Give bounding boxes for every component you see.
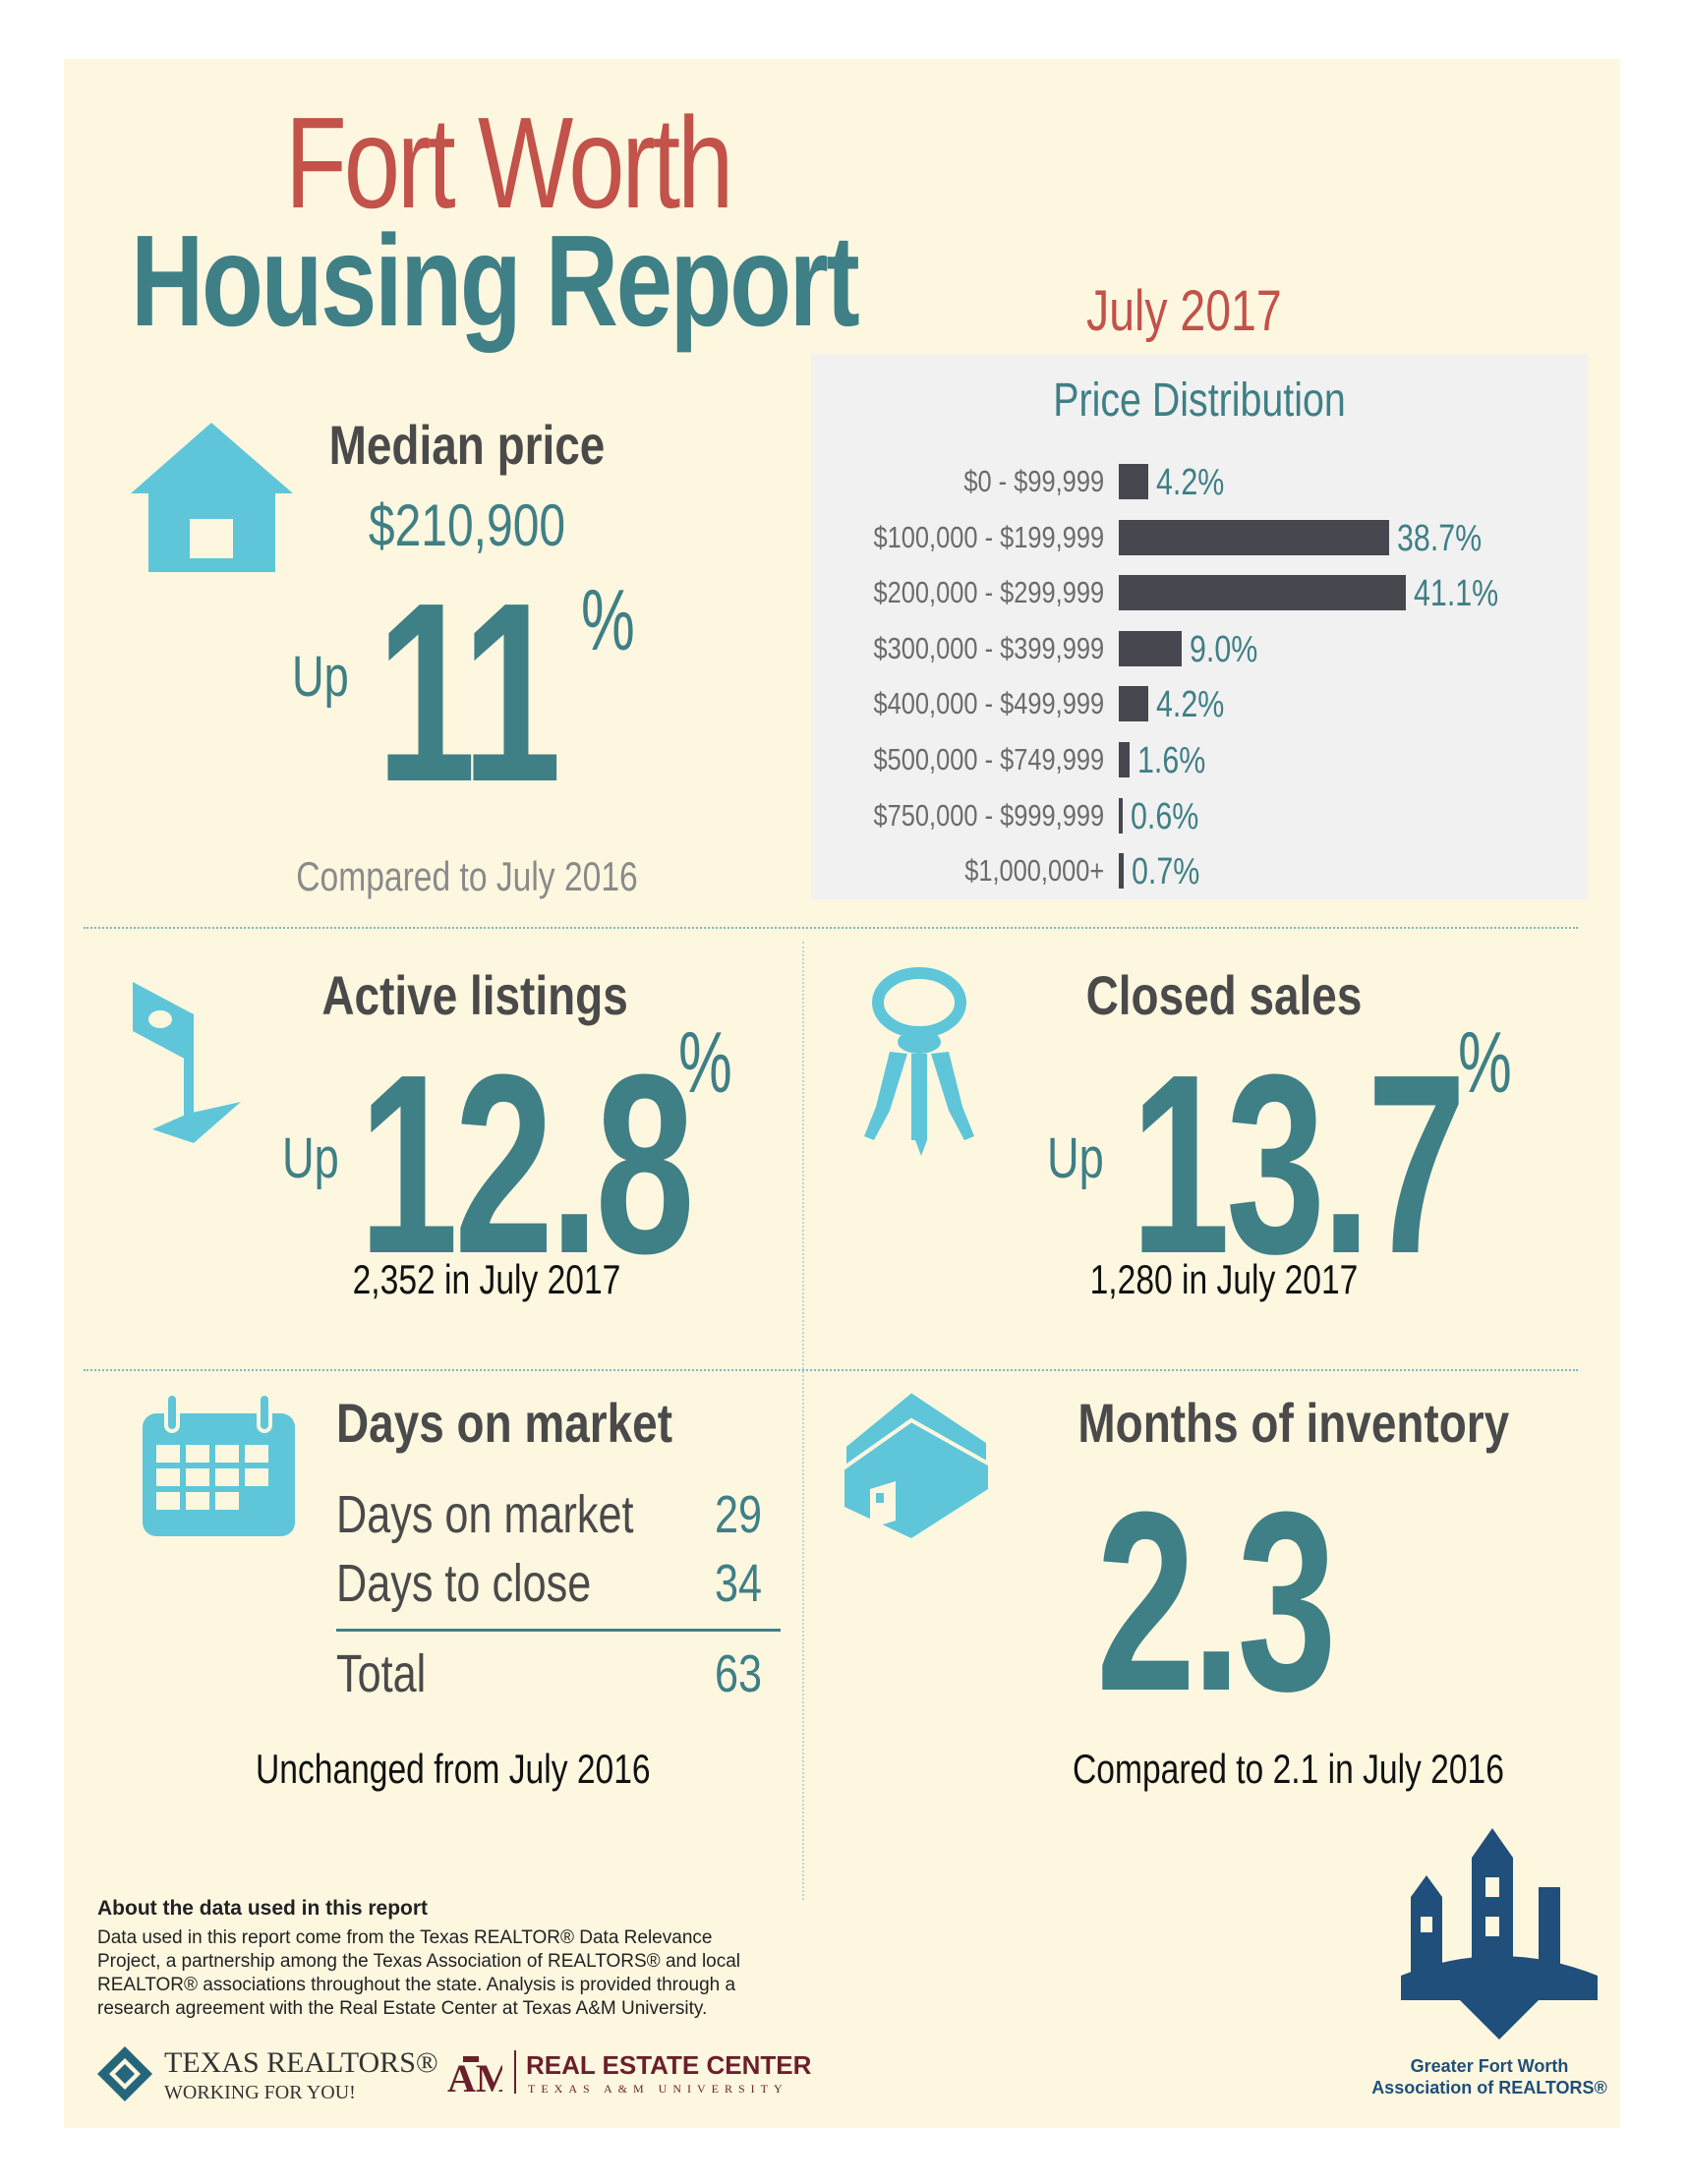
texas-realtors-name: TEXAS REALTORS® [164,2046,438,2079]
city-title: Fort Worth [285,90,733,235]
dom-comparison: Unchanged from July 2016 [256,1746,651,1792]
closed-sales-detail: 1,280 in July 2017 [1089,1256,1359,1302]
texas-realtors-tagline: WORKING FOR YOU! [164,2082,356,2103]
rec-divider [514,2050,516,2094]
price-bar-value: 38.7% [1396,517,1483,559]
divider-horizontal [84,927,1578,929]
price-bar-value: 0.6% [1131,795,1199,837]
price-row: $750,000 - $999,999 0.6% [811,794,1588,839]
texas-realtors-logo [95,2044,154,2108]
dtc-row-value: 34 [714,1554,762,1613]
median-comparison: Compared to July 2016 [296,853,638,899]
price-bar-value: 1.6% [1137,740,1206,781]
housing-report-poster: Fort Worth Housing Report July 2017 Medi… [64,59,1620,2128]
dom-row-value: 29 [714,1485,762,1544]
price-bar [1119,797,1124,833]
active-listings-change: 12.8 [359,1022,695,1307]
closed-sales-heading: Closed sales [1085,964,1363,1026]
for-sale-sign-icon [133,978,251,1160]
price-category-label: $200,000 - $299,999 [873,575,1104,610]
price-row: $500,000 - $749,999 1.6% [811,738,1588,783]
about-text: Data used in this report come from the T… [97,1927,741,2019]
report-title: Housing Report [131,208,860,353]
rec-name: REAL ESTATE CENTER [526,2050,812,2080]
price-category-label: $1,000,000+ [963,853,1104,889]
days-on-market-heading: Days on market [336,1392,673,1454]
divider-vertical [802,942,804,1900]
price-category-label: $500,000 - $749,999 [873,742,1104,776]
closed-sales-direction: Up [1047,1126,1104,1190]
rec-sub: TEXAS A&M UNIVERSITY [528,2082,788,2096]
median-price-value: $210,900 [368,492,566,558]
price-row: $0 - $99,999 4.2% [811,460,1588,505]
months-inventory-value: 2.3 [1096,1460,1337,1745]
price-bar [1119,575,1406,611]
median-direction: Up [292,645,349,709]
price-category-label: $100,000 - $199,999 [873,519,1104,554]
price-bar-value: 41.1% [1414,573,1499,615]
gfw-association: Association of REALTORS® [1371,2078,1607,2098]
texas-am-logo: AM [447,2054,513,2100]
price-bar-value: 9.0% [1189,628,1258,670]
keys-icon [860,963,978,1165]
total-label: Total [336,1644,427,1703]
gfw-name: Greater Fort Worth [1410,2056,1569,2076]
divider-horizontal [84,1369,1578,1371]
home-inventory-icon [841,1388,998,1553]
price-bar [1119,686,1148,722]
price-bar-value: 4.2% [1155,462,1225,503]
price-distribution-title: Price Distribution [1053,374,1346,427]
price-bar [1119,742,1131,777]
active-listings-percent-sign: % [678,1013,732,1111]
median-price-heading: Median price [328,414,606,476]
closed-sales-change: 13.7 [1131,1022,1467,1307]
active-listings-detail: 2,352 in July 2017 [352,1256,621,1302]
price-bar-value: 4.2% [1155,684,1225,726]
price-bar [1119,519,1389,555]
price-bar [1119,630,1182,666]
price-row: $1,000,000+ 0.7% [811,849,1588,894]
price-bar-value: 0.7% [1131,851,1200,893]
price-category-label: $300,000 - $399,999 [873,630,1104,665]
price-bar [1119,464,1148,499]
price-row: $400,000 - $499,999 4.2% [811,682,1588,727]
months-inventory-heading: Months of inventory [1077,1392,1510,1454]
total-value: 63 [714,1644,762,1703]
dom-row-label: Days on market [336,1485,634,1544]
median-change: 11 [377,550,561,835]
price-bar [1119,853,1124,890]
price-category-label: $750,000 - $999,999 [873,797,1104,833]
total-rule [336,1629,781,1632]
report-month: July 2017 [1086,279,1282,343]
dtc-row-label: Days to close [336,1554,592,1613]
gfw-association-logo [1401,1828,1598,2059]
about-title: About the data used in this report [97,1897,429,1920]
closed-sales-percent-sign: % [1458,1013,1512,1111]
active-listings-heading: Active listings [321,964,628,1026]
price-distribution-panel: Price Distribution $0 - $99,999 4.2% $100,… [811,354,1588,899]
price-category-label: $400,000 - $499,999 [873,686,1104,721]
median-percent-sign: % [581,571,635,668]
months-inventory-comparison: Compared to 2.1 in July 2016 [1073,1746,1504,1792]
price-category-label: $0 - $99,999 [963,464,1104,498]
svg-text:AM: AM [447,2056,502,2098]
price-row: $100,000 - $199,999 38.7% [811,516,1588,561]
active-listings-direction: Up [282,1126,339,1190]
price-row: $200,000 - $299,999 41.1% [811,571,1588,616]
price-row: $300,000 - $399,999 9.0% [811,627,1588,672]
house-icon [131,423,293,577]
calendar-icon [143,1392,295,1541]
